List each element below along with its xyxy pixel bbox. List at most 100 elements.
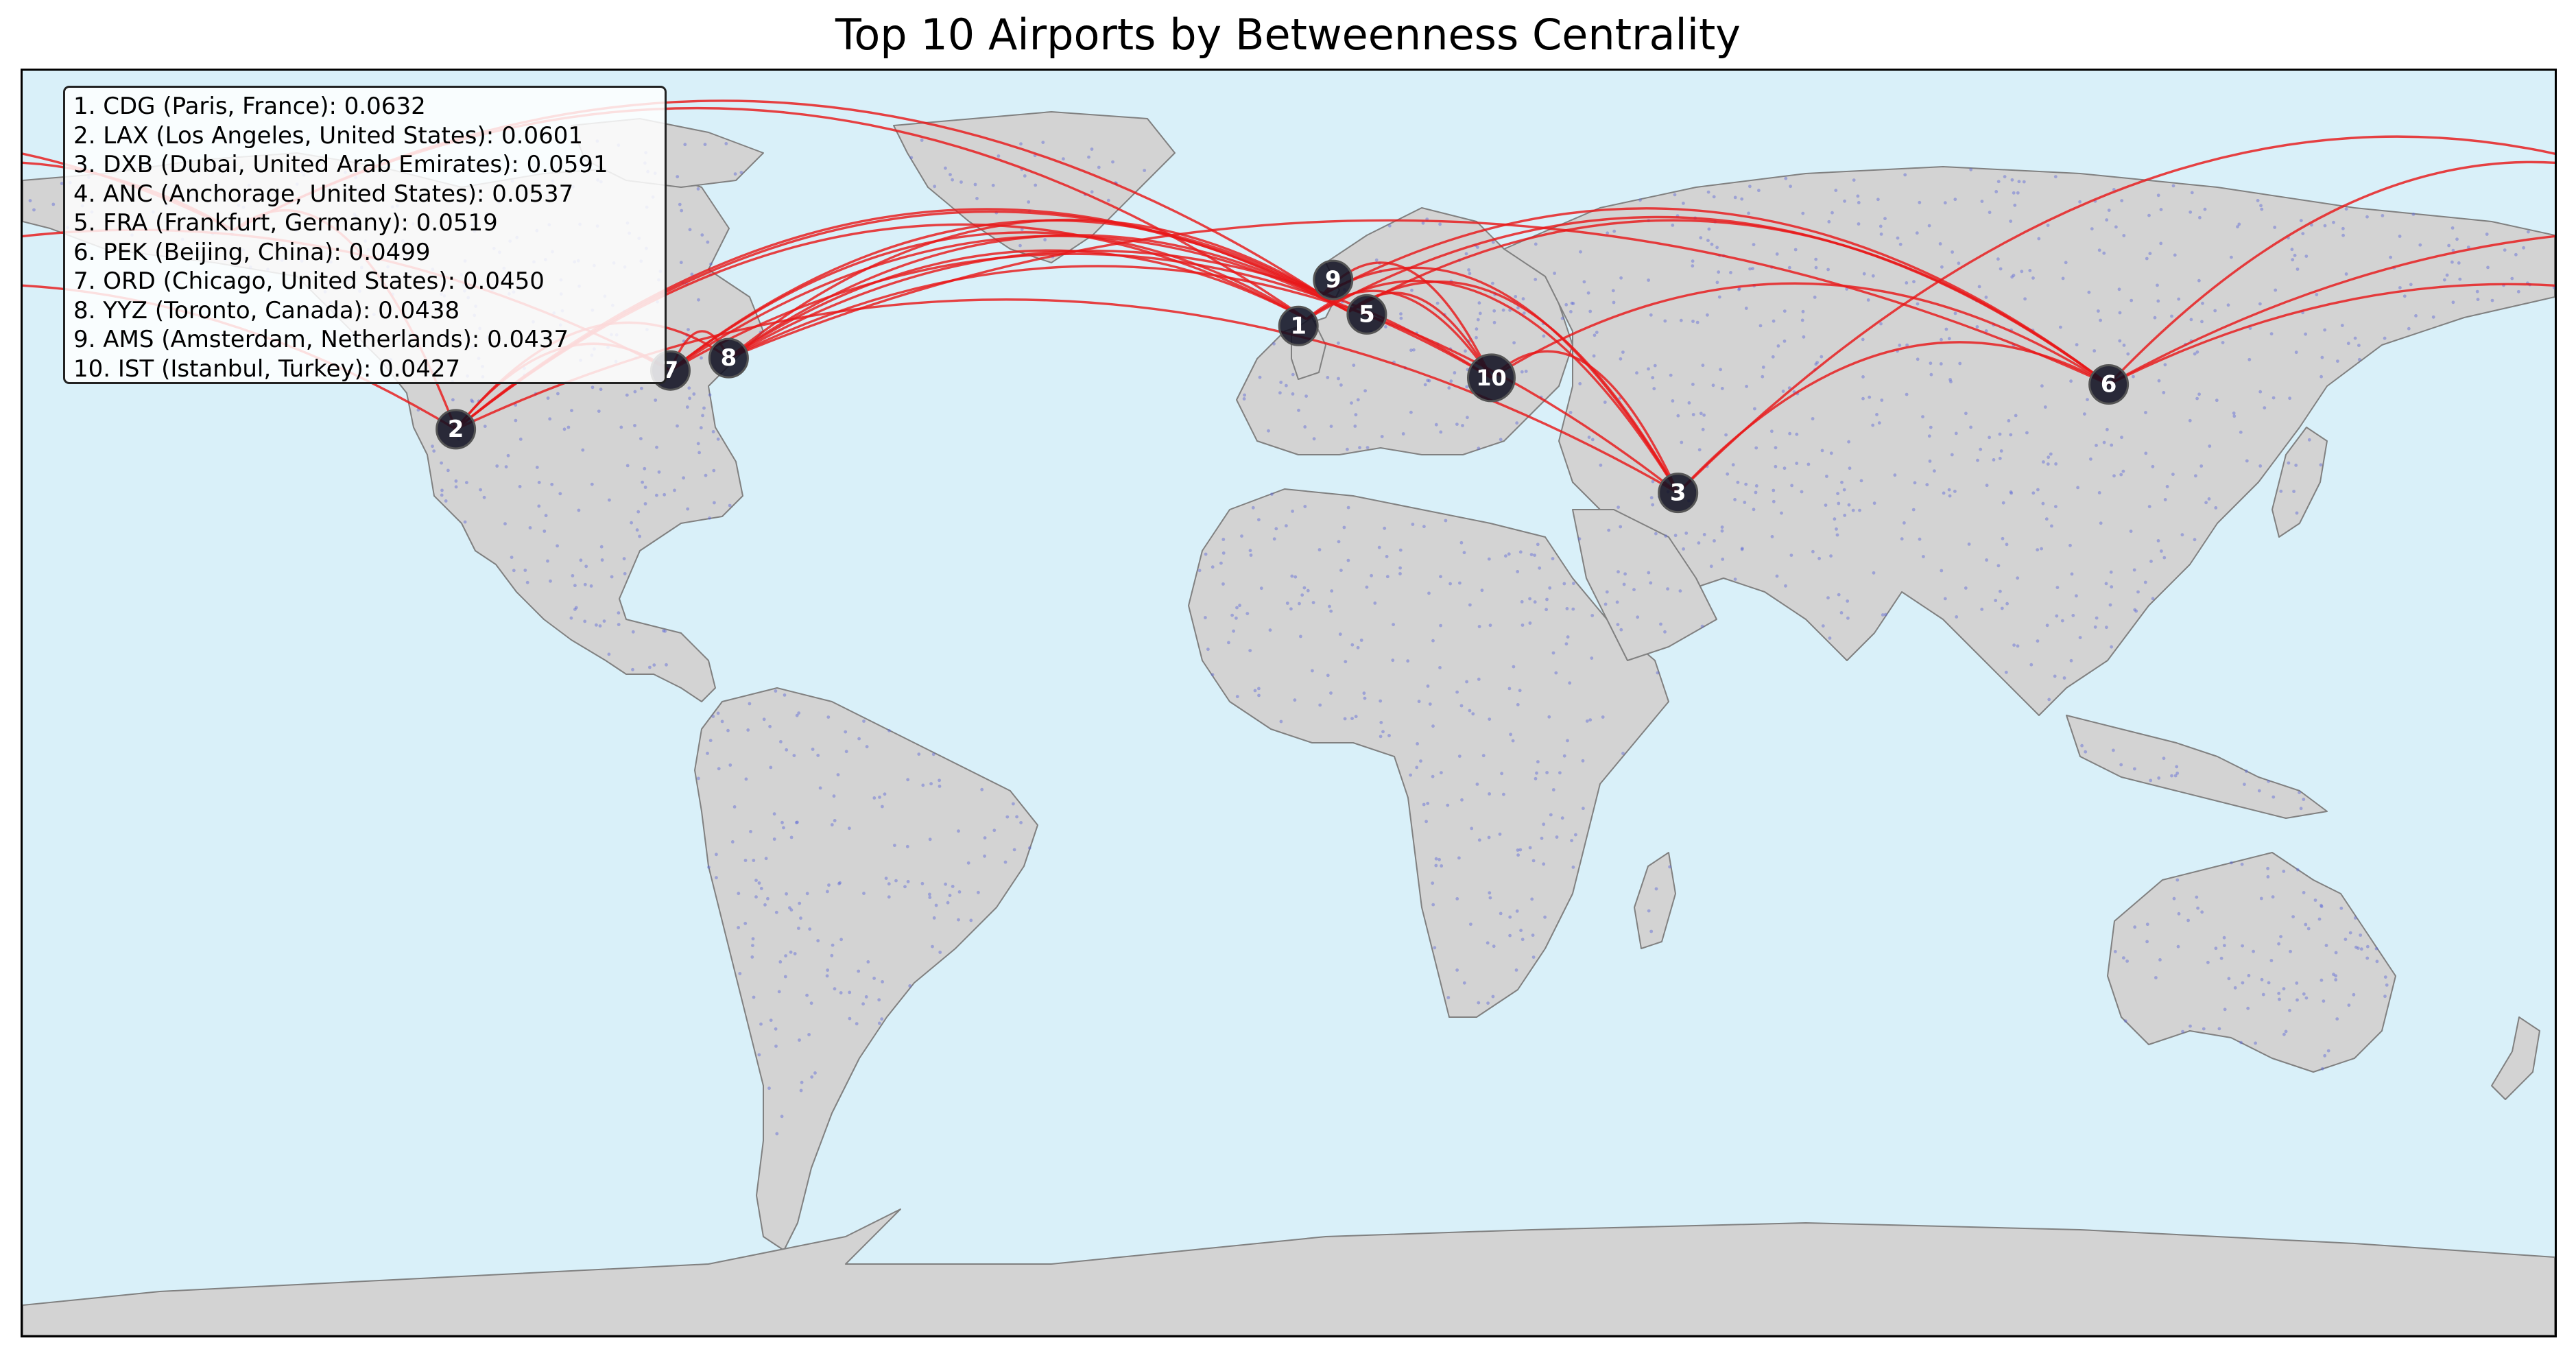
- airport-dot: [1834, 189, 1838, 192]
- airport-dot: [696, 187, 700, 191]
- airport-dot: [2171, 473, 2175, 476]
- airport-dot: [2097, 248, 2101, 252]
- airport-dot: [2213, 309, 2217, 313]
- airport-dot: [1999, 449, 2003, 453]
- airport-dot: [2321, 1067, 2324, 1071]
- hub-marker-cdg[interactable]: 1: [1278, 305, 1319, 346]
- airport-dot: [697, 776, 700, 781]
- airport-dot: [2266, 875, 2270, 879]
- airport-dot: [1551, 651, 1555, 655]
- airport-dot: [598, 624, 602, 628]
- airport-dot: [1466, 416, 1469, 420]
- airport-dot: [2278, 997, 2281, 1001]
- airport-dot: [1719, 368, 1723, 372]
- airport-dot: [1440, 771, 1443, 774]
- airport-dot: [2319, 903, 2323, 907]
- airport-dot: [715, 853, 718, 857]
- airport-dot: [983, 836, 987, 839]
- hub-marker-dxb[interactable]: 3: [1658, 473, 1699, 514]
- airport-dot: [708, 516, 711, 520]
- world-map[interactable]: 1 2 3 5 6 7 8 9 10: [21, 69, 2557, 1337]
- airport-dot: [1311, 601, 1315, 604]
- hub-marker-lax[interactable]: 2: [436, 409, 477, 450]
- airport-dot: [966, 861, 970, 865]
- airport-dot: [1358, 446, 1361, 450]
- airport-dot: [1534, 776, 1538, 781]
- airport-dot: [2044, 517, 2049, 521]
- airport-dot: [523, 569, 527, 572]
- airport-dot: [1488, 717, 1492, 721]
- airport-dot: [2097, 309, 2100, 313]
- airport-dot: [2260, 207, 2264, 211]
- route-line: [1490, 282, 2110, 385]
- airport-dot: [2332, 973, 2335, 977]
- airport-dot: [2047, 698, 2051, 702]
- airport-dot: [1774, 446, 1778, 450]
- airport-dot: [581, 448, 585, 452]
- hub-marker-ams[interactable]: 9: [1313, 259, 1354, 300]
- airport-dot: [2357, 357, 2361, 361]
- airport-dot: [657, 470, 661, 474]
- airport-dot: [1097, 165, 1101, 169]
- airport-dot: [1015, 815, 1018, 819]
- airport-dot: [1999, 589, 2002, 593]
- airport-dot: [2005, 601, 2009, 606]
- airport-dot: [1005, 815, 1010, 819]
- airport-dot: [2447, 243, 2451, 248]
- airport-dot: [2409, 283, 2413, 287]
- airport-dot: [2239, 430, 2243, 434]
- airport-dot: [1949, 380, 1953, 383]
- airport-dot: [743, 922, 748, 925]
- airport-dot: [1861, 375, 1865, 379]
- airport-dot: [1509, 732, 1513, 737]
- airport-dot: [1467, 268, 1471, 272]
- airport-dot: [830, 953, 834, 957]
- airport-dot: [2125, 960, 2130, 963]
- airport-dot: [1651, 503, 1655, 507]
- airport-dot: [574, 606, 578, 610]
- airport-dot: [549, 579, 552, 583]
- airport-dot: [709, 262, 713, 266]
- airport-dot: [1554, 671, 1558, 675]
- airport-dot: [1782, 309, 1787, 313]
- airport-dot: [1406, 659, 1410, 663]
- airport-dot: [2016, 576, 2020, 580]
- hub-marker-ist[interactable]: 10: [1467, 353, 1516, 403]
- airport-dot: [1291, 372, 1295, 377]
- airport-dot: [504, 465, 508, 468]
- airport-dot: [1720, 387, 1724, 390]
- airport-dot: [1720, 525, 1724, 529]
- airport-dot: [1248, 649, 1252, 652]
- airport-dot: [1446, 803, 1450, 807]
- airport-dot: [2269, 332, 2274, 336]
- airport-dot: [2295, 981, 2299, 985]
- airport-dot: [772, 812, 776, 816]
- hub-marker-yyz[interactable]: 8: [708, 337, 749, 379]
- hub-marker-fra[interactable]: 5: [1346, 294, 1387, 335]
- airport-dot: [2457, 261, 2461, 265]
- airport-dot: [2149, 778, 2153, 783]
- route-line: [1348, 219, 2110, 385]
- airport-dot: [757, 1053, 761, 1057]
- airport-dot: [2090, 227, 2094, 230]
- airport-dot: [690, 272, 694, 276]
- airport-dot: [2110, 645, 2114, 649]
- airport-dot: [1592, 354, 1596, 358]
- legend-entry: 8. YYZ (Toronto, Canada): 0.0438: [73, 296, 460, 324]
- airport-dot: [1370, 573, 1373, 577]
- airport-dot: [865, 745, 869, 749]
- airport-dot: [1929, 361, 1933, 366]
- airport-dot: [784, 954, 787, 957]
- airport-dot: [837, 882, 841, 885]
- airport-dot: [2252, 949, 2256, 953]
- airport-dot: [1399, 316, 1403, 320]
- airport-dot: [2347, 1003, 2351, 1007]
- hub-marker-pek[interactable]: 6: [2088, 364, 2130, 405]
- airport-dot: [550, 482, 554, 486]
- airport-dot: [807, 1033, 811, 1036]
- airport-dot: [1227, 641, 1230, 645]
- airport-dot: [2293, 254, 2297, 257]
- airport-dot: [1992, 458, 1996, 462]
